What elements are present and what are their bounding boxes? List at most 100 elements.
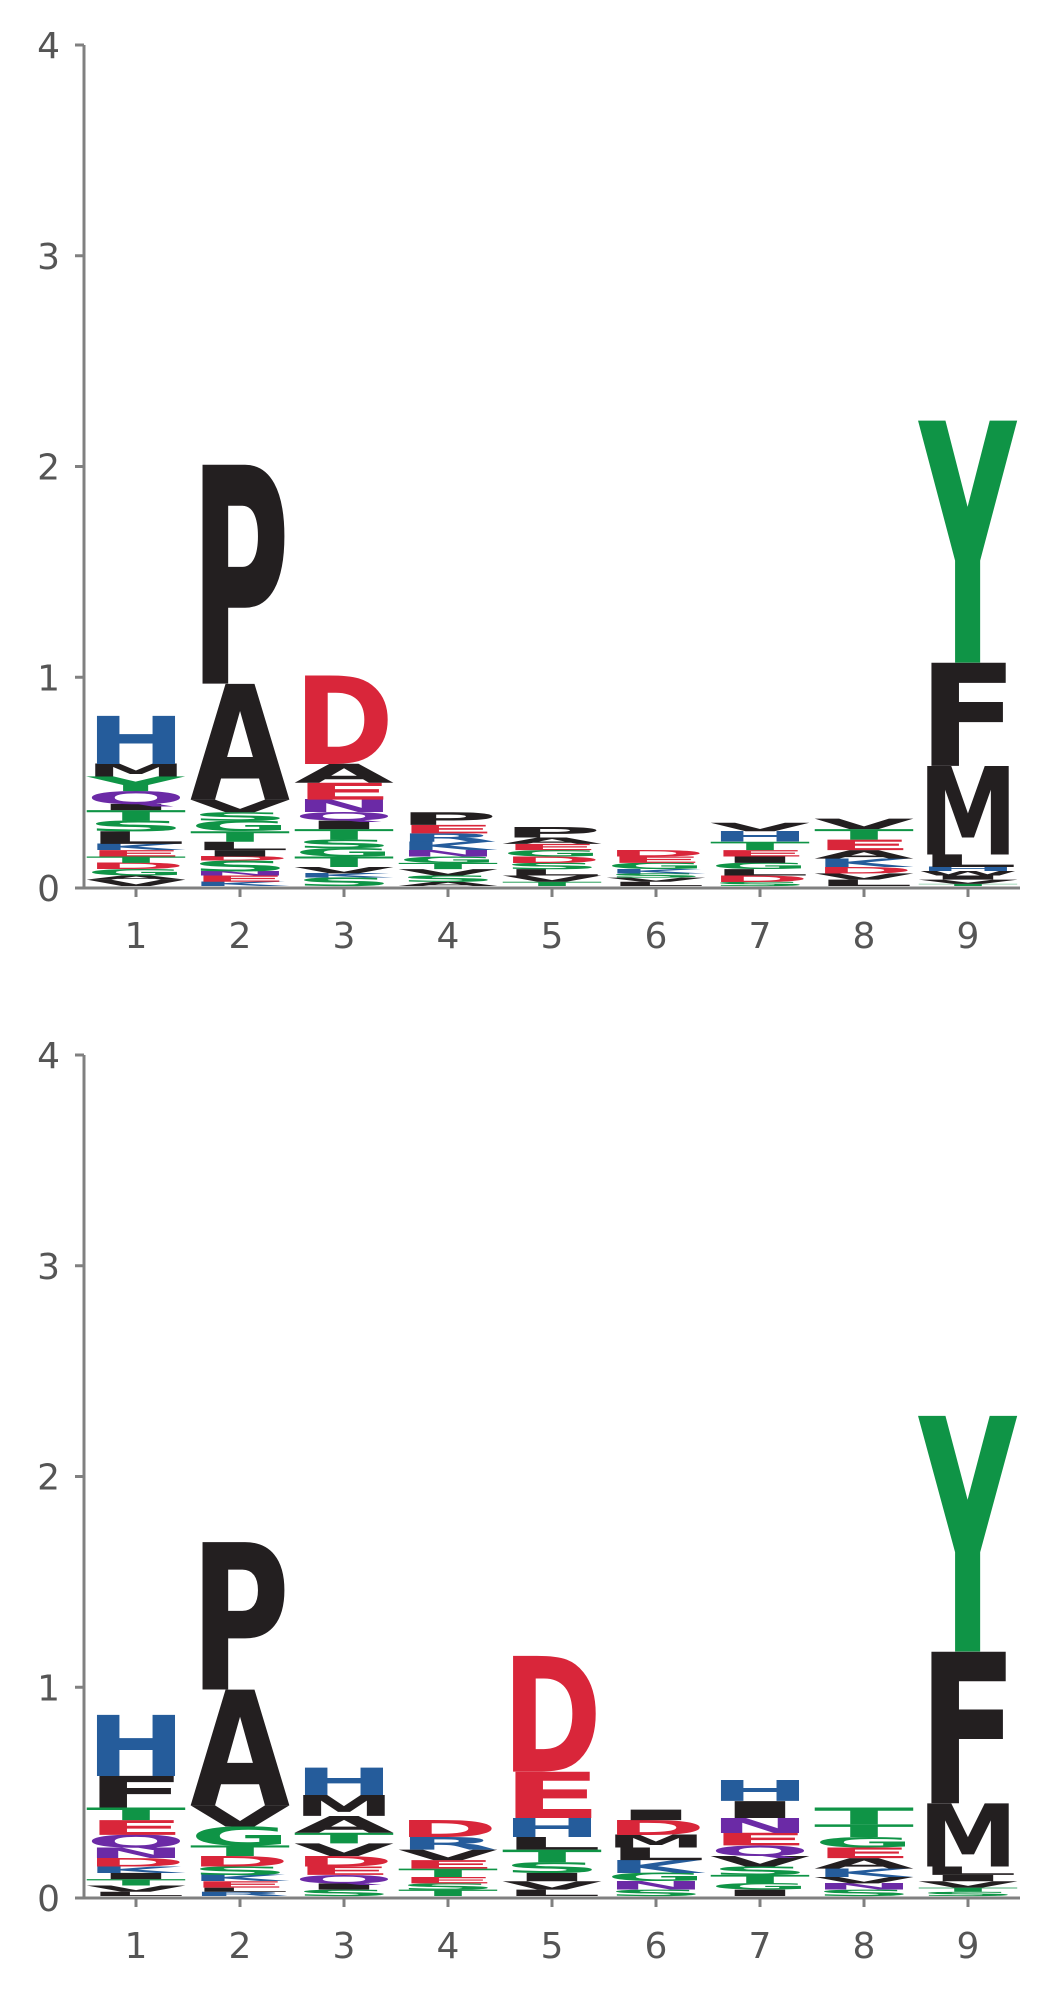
logo-letter-l: L xyxy=(502,1834,602,1854)
logo-letter-t: T xyxy=(814,1821,914,1841)
logo-letter-k: K xyxy=(606,868,706,875)
logo-letter-s: S xyxy=(398,874,498,884)
logo-letter-l: L xyxy=(710,868,810,878)
x-tick-label: 9 xyxy=(957,916,980,957)
logo-letter-s: S xyxy=(814,1888,914,1898)
logo-letter-v: V xyxy=(86,878,186,888)
y-tick-label: 2 xyxy=(37,1458,60,1499)
logo-letter-k: K xyxy=(606,1857,705,1877)
logo-letter-m: M xyxy=(294,1789,394,1823)
logo-letter-t: T xyxy=(86,1804,186,1824)
logo-letter-l: L xyxy=(86,1891,186,1898)
logo-letter-d: D xyxy=(814,865,914,875)
logo-letter-i: I xyxy=(86,1871,186,1881)
logo-letter-t: T xyxy=(190,828,290,845)
x-tick-label: 1 xyxy=(125,916,148,957)
x-tick-label: 8 xyxy=(853,916,876,957)
logo-letter-n: N xyxy=(710,1814,810,1838)
logo-letter-i: I xyxy=(502,1870,602,1883)
y-tick-label: 3 xyxy=(37,1247,60,1288)
logo-letter-s: S xyxy=(190,810,290,823)
logo-letter-v: V xyxy=(606,876,706,883)
logo-letter-d: D xyxy=(294,1853,394,1870)
logo-letter-v: V xyxy=(814,1875,914,1885)
logo-letter-d: D xyxy=(86,861,186,871)
logo-letter-d: D xyxy=(606,849,706,859)
y-tick-label: 4 xyxy=(37,1036,60,1077)
logo-letter-e: E xyxy=(398,823,498,836)
logo-letter-t: T xyxy=(918,883,1018,886)
logo-letter-h: H xyxy=(294,1760,394,1804)
logo-letter-a: A xyxy=(814,1855,914,1872)
logo-letter-e: E xyxy=(606,855,706,865)
logo-letter-n: N xyxy=(814,1882,914,1892)
logo-letter-s: S xyxy=(398,1882,498,1892)
logo-letter-y: Y xyxy=(918,354,1018,741)
logo-letter-g: G xyxy=(710,1882,810,1892)
logo-letter-i: I xyxy=(606,1807,706,1824)
logo-letter-g: G xyxy=(398,855,498,865)
logo-letter-s: S xyxy=(918,1891,1018,1898)
logo-letter-n: N xyxy=(294,796,394,816)
logo-letter-g: G xyxy=(294,846,394,859)
logo-letter-k: K xyxy=(190,881,290,888)
logo-letter-a: A xyxy=(294,1811,394,1838)
logo-letter-s: S xyxy=(502,861,602,871)
logo-letter-i: I xyxy=(918,1873,1018,1883)
logo-letter-v: V xyxy=(294,1840,394,1860)
x-tick-label: 2 xyxy=(229,1926,252,1967)
logo-letter-e: E xyxy=(86,849,186,859)
logo-letter-v: V xyxy=(814,872,914,882)
logo-letter-i: I xyxy=(86,802,186,812)
logo-letter-a: A xyxy=(502,836,602,846)
logo-letter-d: D xyxy=(710,874,810,884)
logo-letter-p: P xyxy=(190,406,290,755)
logo-letter-t: T xyxy=(398,1888,498,1898)
logo-letter-v: V xyxy=(918,1880,1018,1890)
logo-letter-t: T xyxy=(710,839,810,853)
logo-letter-t: T xyxy=(86,1878,186,1888)
logo-letter-t: T xyxy=(294,854,394,871)
logo-letter-q: Q xyxy=(710,1843,810,1860)
logo-letter-a: A xyxy=(190,654,290,838)
logo-letter-e: E xyxy=(710,1829,810,1849)
logo-letter-q: Q xyxy=(294,810,394,824)
logo-letter-k: K xyxy=(398,840,498,853)
logo-letter-p: P xyxy=(398,809,498,829)
logo-letter-v: V xyxy=(190,1800,290,1834)
logo-letter-v: V xyxy=(86,1884,186,1894)
logo-letter-v: V xyxy=(710,821,810,834)
logo-letter-k: K xyxy=(190,1873,290,1883)
logo-letter-q: Q xyxy=(86,1831,186,1851)
x-tick-label: 7 xyxy=(749,1926,772,1967)
logo-letter-i: I xyxy=(294,1882,394,1892)
logo-letter-s: S xyxy=(606,872,706,879)
logo-letter-s: S xyxy=(294,875,394,888)
logo-letter-s: S xyxy=(294,838,394,851)
logo-letter-s: S xyxy=(710,1864,810,1877)
logo-letter-t: T xyxy=(814,826,914,843)
x-tick-label: 6 xyxy=(645,1926,668,1967)
logo-letter-g: G xyxy=(606,1871,706,1884)
logo-letter-n: N xyxy=(86,1845,186,1862)
logo-letter-e: E xyxy=(398,1875,498,1885)
logo-letter-l: L xyxy=(606,881,706,888)
logo-letter-s: S xyxy=(86,818,186,835)
logo-letter-v: V xyxy=(398,1847,498,1864)
logo-letter-k: K xyxy=(294,872,394,879)
logo-letter-t: T xyxy=(294,1830,394,1847)
logo-letter-w: W xyxy=(918,870,1018,877)
logo-letter-n: N xyxy=(606,1879,706,1892)
x-tick-label: 9 xyxy=(957,1926,980,1967)
logo-letter-p: P xyxy=(190,1502,290,1738)
logo-letter-t: T xyxy=(502,1846,602,1866)
logo-letter-d: D xyxy=(398,1816,498,1843)
logo-letter-l: L xyxy=(502,1888,602,1898)
logo-letter-y: Y xyxy=(86,773,185,797)
logo-letter-d: D xyxy=(190,855,290,862)
logo-letter-f: F xyxy=(86,1768,186,1818)
logo-letter-t: T xyxy=(190,1843,290,1860)
logo-letter-m: M xyxy=(918,1787,1018,1888)
y-tick-label: 0 xyxy=(37,1879,60,1920)
logo-letter-q: Q xyxy=(294,1873,394,1887)
